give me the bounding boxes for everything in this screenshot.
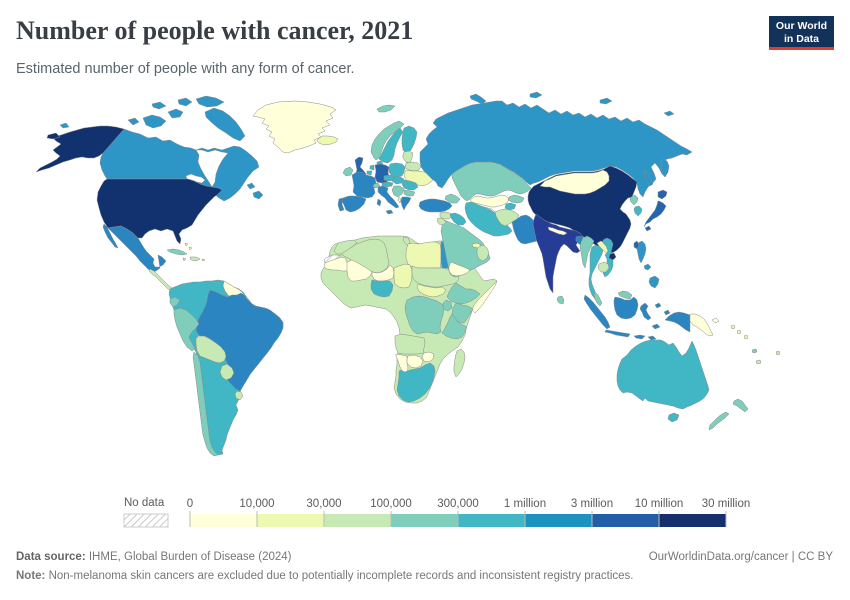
svg-text:3 million: 3 million (571, 498, 613, 510)
svg-text:300,000: 300,000 (437, 498, 479, 510)
svg-text:0: 0 (187, 498, 193, 510)
svg-text:30 million: 30 million (702, 498, 751, 510)
svg-text:30,000: 30,000 (306, 498, 341, 510)
svg-text:1 million: 1 million (504, 498, 546, 510)
svg-text:10,000: 10,000 (239, 498, 274, 510)
svg-text:10 million: 10 million (635, 498, 684, 510)
svg-text:100,000: 100,000 (370, 498, 412, 510)
